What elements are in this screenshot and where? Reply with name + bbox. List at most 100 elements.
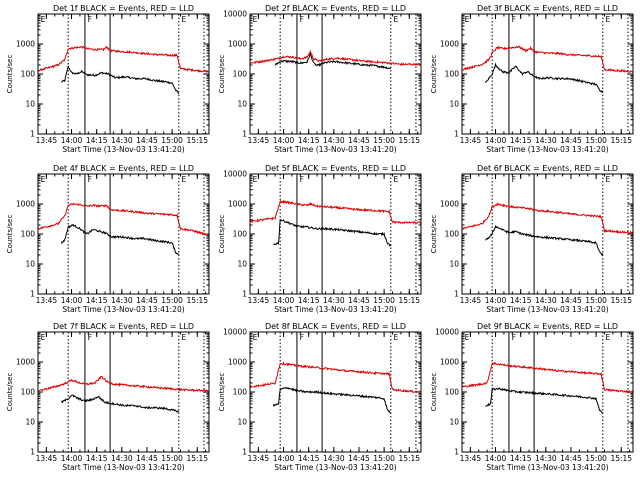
x-tick-label: 15:00 <box>373 454 395 463</box>
panel-2: Det 2f BLACK = Events, RED = LLD 1 10 100 10… <box>218 4 422 154</box>
x-axis-label: Start Time (13-Nov-03 13:41:20) <box>274 145 396 154</box>
marker-label: E <box>41 175 46 184</box>
x-tick-label: 14:15 <box>510 454 532 463</box>
x-tick-label: 14:15 <box>86 296 108 305</box>
y-tick-label: 10000 <box>435 328 459 337</box>
marker-label: E <box>465 333 470 342</box>
marker-label: E <box>394 333 399 342</box>
x-tick-label: 15:15 <box>610 136 632 145</box>
x-tick-label: 15:15 <box>610 296 632 305</box>
x-tick-label: 15:00 <box>585 136 607 145</box>
panel-title: Det 1f BLACK = Events, RED = LLD <box>53 4 194 13</box>
y-axis-label: Counts/sec <box>430 215 438 254</box>
marker-label: E <box>606 15 611 24</box>
panel-title: Det 8f BLACK = Events, RED = LLD <box>265 322 406 331</box>
y-tick-label: 100 <box>445 388 460 397</box>
plot-frame <box>249 331 422 453</box>
x-tick-label: 14:45 <box>136 454 158 463</box>
y-tick-label: 100 <box>445 230 460 239</box>
plot-frame <box>461 331 634 453</box>
marker-label: E <box>41 333 46 342</box>
x-tick-label: 14:30 <box>111 136 133 145</box>
lld-series-line <box>461 202 634 235</box>
y-tick-label: 1000 <box>228 40 247 49</box>
marker-label: E <box>253 175 258 184</box>
x-tick-label: 13:45 <box>248 296 270 305</box>
x-axis-label: Start Time (13-Nov-03 13:41:20) <box>62 463 184 472</box>
lld-series-line <box>37 202 210 237</box>
y-tick-label: 10 <box>449 260 459 269</box>
x-tick-label: 15:00 <box>585 296 607 305</box>
x-tick-label: 14:00 <box>61 454 83 463</box>
plot-frame <box>37 331 210 453</box>
events-series-line <box>61 223 180 256</box>
x-tick-label: 15:00 <box>373 136 395 145</box>
x-tick-label: 15:00 <box>161 454 183 463</box>
y-tick-label: 10 <box>25 260 35 269</box>
y-axis-label: Counts/sec <box>218 215 226 254</box>
events-series-line <box>273 386 391 414</box>
y-tick-label: 1 <box>30 130 35 139</box>
events-series-line <box>61 394 180 414</box>
x-tick-label: 14:15 <box>510 136 532 145</box>
x-tick-label: 14:30 <box>323 454 345 463</box>
y-tick-label: 1 <box>242 448 247 457</box>
y-tick-label: 10000 <box>223 10 247 19</box>
y-tick-label: 100 <box>233 230 248 239</box>
plot-frame <box>37 173 210 295</box>
y-tick-label: 1000 <box>440 358 459 367</box>
marker-label: E <box>465 175 470 184</box>
x-tick-label: 14:30 <box>111 454 133 463</box>
events-series-line <box>485 62 603 93</box>
y-tick-label: 1000 <box>16 200 35 209</box>
x-axis-label: Start Time (13-Nov-03 13:41:20) <box>486 305 608 314</box>
y-tick-label: 1 <box>242 130 247 139</box>
y-axis-label: Counts/sec <box>218 373 226 412</box>
x-tick-label: 13:45 <box>460 136 482 145</box>
y-tick-label: 100 <box>445 70 460 79</box>
x-tick-label: 14:00 <box>485 136 507 145</box>
marker-label: F <box>300 333 304 342</box>
x-tick-label: 14:00 <box>273 136 295 145</box>
x-axis-label: Start Time (13-Nov-03 13:41:20) <box>274 463 396 472</box>
lld-series-line <box>461 45 634 73</box>
x-tick-label: 14:45 <box>136 136 158 145</box>
x-tick-label: 14:45 <box>348 296 370 305</box>
x-tick-label: 14:00 <box>61 136 83 145</box>
y-tick-label: 100 <box>21 70 36 79</box>
panel-3: Det 3f BLACK = Events, RED = LLD 1 10 100 10… <box>430 4 634 154</box>
panel-9: Det 9f BLACK = Events, RED = LLD 1 10 100 10… <box>430 322 634 472</box>
y-tick-label: 10 <box>25 100 35 109</box>
x-tick-label: 14:30 <box>535 296 557 305</box>
y-axis-label: Counts/sec <box>6 373 14 412</box>
events-series-line <box>485 386 603 414</box>
lld-series-line <box>249 199 422 225</box>
x-tick-label: 13:45 <box>460 454 482 463</box>
x-tick-label: 14:00 <box>273 454 295 463</box>
plot-frame <box>249 13 422 135</box>
marker-label: F <box>88 333 92 342</box>
marker-label: E <box>394 175 399 184</box>
y-tick-label: 10 <box>449 418 459 427</box>
marker-label: E <box>606 333 611 342</box>
marker-label: E <box>606 175 611 184</box>
x-tick-label: 14:00 <box>273 296 295 305</box>
y-tick-label: 1 <box>454 290 459 299</box>
x-tick-label: 14:45 <box>348 136 370 145</box>
lld-series-line <box>37 45 210 74</box>
x-tick-label: 14:30 <box>111 296 133 305</box>
marker-label: F <box>512 175 516 184</box>
lld-series-line <box>462 362 634 394</box>
marker-label: F <box>300 175 304 184</box>
plot-frame <box>37 13 210 135</box>
panel-title: Det 7f BLACK = Events, RED = LLD <box>53 322 194 331</box>
x-axis-label: Start Time (13-Nov-03 13:41:20) <box>62 145 184 154</box>
y-tick-label: 1000 <box>16 358 35 367</box>
panel-title: Det 9f BLACK = Events, RED = LLD <box>477 322 618 331</box>
x-tick-label: 14:45 <box>136 296 158 305</box>
y-tick-label: 1000 <box>440 200 459 209</box>
y-tick-label: 1000 <box>228 200 247 209</box>
marker-label: E <box>41 15 46 24</box>
x-tick-label: 15:15 <box>398 296 420 305</box>
y-tick-label: 10 <box>237 100 247 109</box>
